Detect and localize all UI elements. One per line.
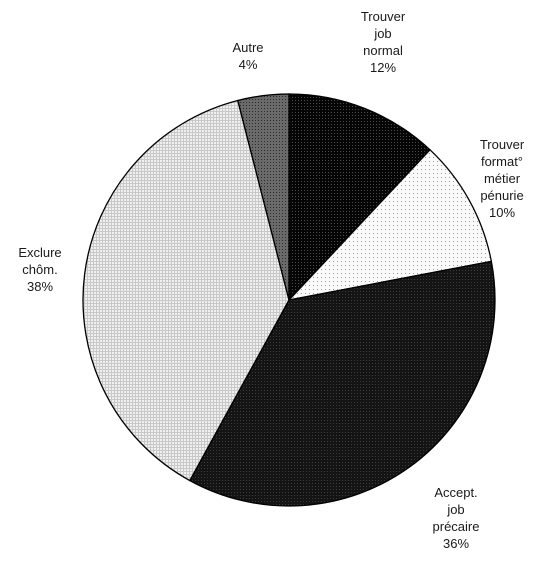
- slice-label-line: Exclure: [18, 245, 61, 260]
- slice-value-label: 10%: [489, 205, 515, 220]
- slice-label-4: Exclure chôm. 38%: [18, 245, 61, 294]
- pie-labels: Trouver job normal 12% Trouver format° métier p…: [18, 9, 525, 551]
- slice-label-line: Trouver: [361, 9, 406, 24]
- slice-label-line: job: [373, 26, 391, 41]
- slice-label-line: métier: [484, 171, 521, 186]
- slice-label-line: Autre: [232, 40, 263, 55]
- pie-slice-3: [188, 260, 496, 507]
- slice-label-line: normal: [363, 43, 403, 58]
- pie-slice-4: [82, 99, 290, 482]
- slice-label-line: Accept.: [434, 485, 477, 500]
- slice-label-line: pénurie: [480, 188, 523, 203]
- slice-label-1: Trouver job normal 12%: [361, 9, 406, 75]
- pie-slice-1: [288, 93, 431, 302]
- slice-label-line: format°: [481, 154, 523, 169]
- slice-label-line: précaire: [433, 519, 480, 534]
- slice-label-line: job: [446, 502, 464, 517]
- slice-value-label: 38%: [27, 279, 53, 294]
- slice-label-line: chôm.: [22, 262, 57, 277]
- slice-label-3: Accept. job précaire 36%: [433, 485, 480, 551]
- pie-slice-5: [236, 93, 290, 301]
- slice-label-2: Trouver format° métier pénurie 10%: [480, 137, 525, 220]
- slice-value-label: 12%: [370, 60, 396, 75]
- slice-label-5: Autre 4%: [232, 40, 263, 72]
- slice-value-label: 36%: [443, 536, 469, 551]
- pie-slices: [82, 93, 496, 507]
- slice-label-line: Trouver: [480, 137, 525, 152]
- pie-slice-2: [287, 148, 493, 302]
- slice-value-label: 4%: [239, 57, 258, 72]
